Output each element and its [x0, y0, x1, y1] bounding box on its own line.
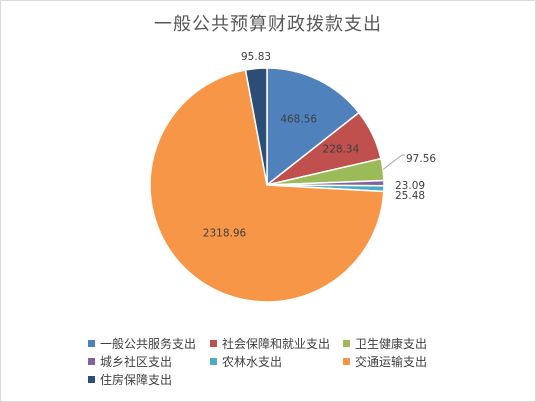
- pie-slice: [244, 67, 268, 186]
- legend-label: 城乡社区支出: [100, 354, 173, 369]
- legend-swatch: [88, 375, 95, 383]
- chart-title: 一般公共预算财政拨款支出: [154, 14, 382, 35]
- legend-item: 城乡社区支出: [88, 353, 210, 370]
- data-label: 97.56: [406, 153, 436, 165]
- legend-label: 卫生健康支出: [355, 336, 428, 351]
- legend-item: 住房保障支出: [88, 371, 210, 388]
- legend-label: 交通运输支出: [355, 354, 428, 369]
- data-label: 228.34: [323, 144, 360, 156]
- legend-swatch: [343, 339, 350, 347]
- legend-label: 社会保障和就业支出: [222, 336, 331, 351]
- legend-item: 交通运输支出: [343, 353, 463, 370]
- legend-item: 卫生健康支出: [343, 335, 463, 352]
- pie-slice: [266, 67, 360, 187]
- legend-swatch: [88, 339, 95, 347]
- legend-label: 一般公共服务支出: [100, 336, 197, 351]
- data-label: 25.48: [395, 190, 425, 202]
- legend-item: 社会保障和就业支出: [210, 335, 343, 352]
- data-label: 95.83: [241, 51, 271, 63]
- legend-label: 农林水支出: [222, 354, 283, 369]
- leader-line: [382, 154, 405, 170]
- legend-swatch: [210, 339, 217, 347]
- legend-label: 住房保障支出: [100, 372, 173, 387]
- legend: 一般公共服务支出 社会保障和就业支出 卫生健康支出 城乡社区支出 农林水支出 交…: [88, 334, 468, 388]
- pie-slice: [149, 69, 385, 303]
- legend-swatch: [88, 357, 95, 365]
- data-label: 2318.96: [203, 227, 247, 239]
- data-label: 23.09: [395, 180, 425, 192]
- legend-swatch: [210, 357, 217, 365]
- legend-swatch: [343, 357, 350, 365]
- legend-item: 一般公共服务支出: [88, 335, 210, 352]
- legend-item: 农林水支出: [210, 353, 343, 370]
- data-label: 468.56: [280, 114, 317, 126]
